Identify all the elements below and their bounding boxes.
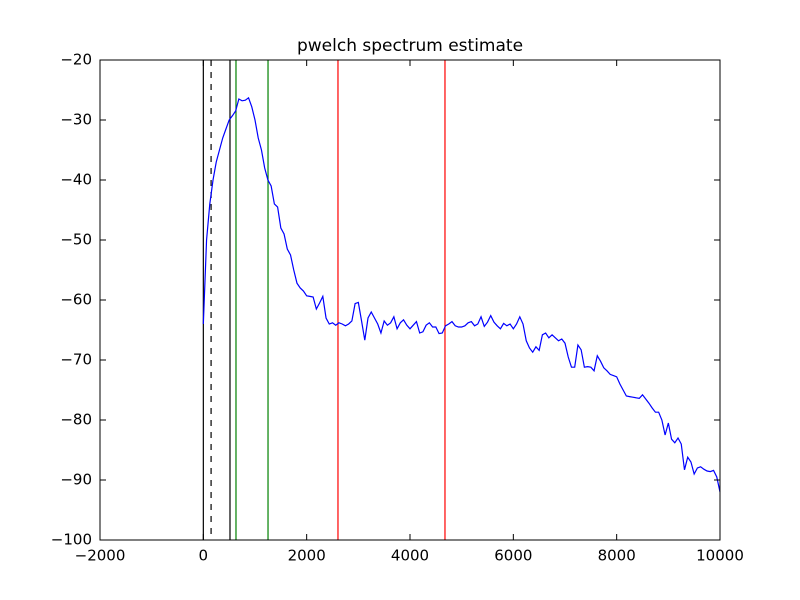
x-tick-label: −2000 bbox=[75, 547, 126, 565]
y-tick-label: −50 bbox=[60, 231, 92, 249]
x-tick-label: 0 bbox=[199, 547, 209, 565]
y-tick-label: −90 bbox=[60, 471, 92, 489]
x-tick-label: 8000 bbox=[598, 547, 636, 565]
plot-frame bbox=[99, 59, 721, 541]
chart-title: pwelch spectrum estimate bbox=[297, 36, 523, 56]
x-tick-label: 4000 bbox=[391, 547, 429, 565]
y-tick-label: −80 bbox=[60, 411, 92, 429]
x-tick-label: 6000 bbox=[494, 547, 532, 565]
x-tick-label: 2000 bbox=[288, 547, 326, 565]
y-tick-label: −70 bbox=[60, 351, 92, 369]
y-tick-label: −60 bbox=[60, 291, 92, 309]
y-tick-label: −20 bbox=[60, 51, 92, 69]
y-tick-label: −40 bbox=[60, 171, 92, 189]
data-line bbox=[202, 96, 721, 493]
x-tick-label: 10000 bbox=[696, 547, 744, 565]
y-tick-label: −100 bbox=[51, 531, 92, 549]
y-tick-label: −30 bbox=[60, 111, 92, 129]
